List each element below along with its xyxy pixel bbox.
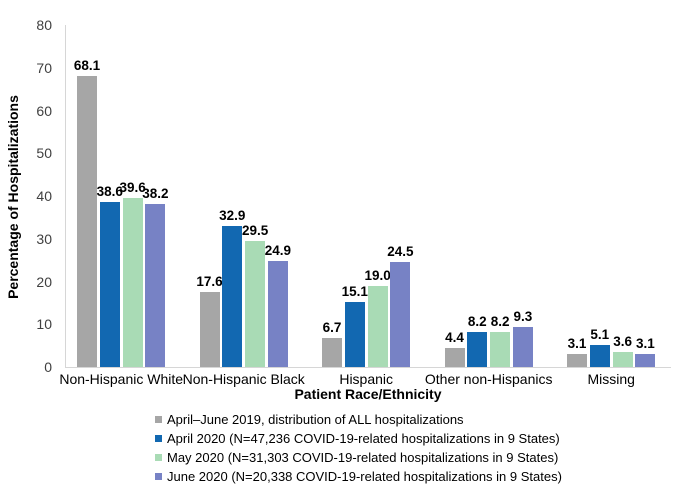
bar-value-label: 32.9 — [219, 208, 246, 224]
legend-item: April–June 2019, distribution of ALL hos… — [155, 410, 562, 429]
bar — [199, 291, 220, 367]
y-tick-label: 0 — [44, 359, 52, 375]
legend-label: May 2020 (N=31,303 COVID-19-related hosp… — [167, 450, 559, 465]
bar — [444, 348, 465, 367]
bar-value-label: 3.1 — [636, 335, 655, 351]
bar — [99, 201, 120, 367]
bar-value-label: 4.4 — [445, 330, 464, 346]
bar — [222, 226, 243, 367]
bar — [77, 75, 97, 367]
bar-value-label: 17.6 — [196, 273, 223, 289]
bar-value-label: 38.6 — [96, 183, 123, 199]
y-tick-label: 30 — [36, 230, 52, 247]
category-label: Non-Hispanic Black — [182, 371, 305, 387]
bar — [367, 285, 388, 367]
bar-value-label: 6.7 — [322, 320, 342, 336]
legend-swatch — [155, 454, 162, 461]
bar — [612, 351, 633, 367]
bar-value-label: 68.1 — [73, 57, 101, 73]
category-label: Missing — [587, 371, 635, 387]
legend-swatch — [155, 435, 162, 442]
bar — [122, 197, 143, 367]
legend-swatch — [155, 473, 162, 480]
legend-item: June 2020 (N=20,338 COVID-19-related hos… — [155, 467, 562, 485]
legend-label: April–June 2019, distribution of ALL hos… — [167, 412, 464, 427]
bar — [344, 302, 365, 367]
y-tick-label: 20 — [36, 273, 52, 290]
bar-value-label: 24.9 — [264, 242, 292, 258]
bar-value-label: 8.2 — [490, 313, 510, 329]
category-label: Hispanic — [339, 371, 394, 387]
bar-value-label: 19.0 — [364, 267, 391, 283]
bar — [512, 327, 533, 367]
y-tick-label: 70 — [36, 59, 52, 76]
y-tick-label: 50 — [36, 145, 52, 162]
y-tick-label: 10 — [36, 316, 52, 333]
bar-value-label: 8.2 — [467, 313, 487, 329]
bar — [322, 338, 342, 367]
bar — [145, 203, 166, 367]
bar — [390, 262, 411, 367]
bar-value-label: 39.6 — [119, 179, 146, 195]
y-tick-label: 80 — [36, 17, 52, 33]
x-axis-line — [65, 367, 671, 368]
y-tick-label: 60 — [36, 102, 52, 119]
bar — [467, 331, 488, 367]
bar-value-label: 24.5 — [387, 244, 414, 260]
bar — [635, 353, 656, 367]
category-label: Non-Hispanic White — [59, 371, 184, 387]
bar-value-label: 5.1 — [590, 327, 610, 343]
bar-value-label: 9.3 — [513, 309, 533, 325]
bar — [267, 260, 288, 367]
bar-value-label: 3.6 — [613, 333, 632, 349]
category-label: Other non-Hispanics — [424, 371, 553, 387]
legend: April–June 2019, distribution of ALL hos… — [155, 410, 562, 485]
bar — [589, 345, 610, 367]
bar — [245, 240, 266, 367]
bar-value-label: 29.5 — [241, 222, 269, 238]
bar-value-label: 15.1 — [341, 284, 368, 300]
legend-swatch — [155, 416, 162, 423]
bar — [490, 331, 511, 367]
bar — [567, 353, 587, 367]
legend-label: June 2020 (N=20,338 COVID-19-related hos… — [167, 469, 562, 484]
y-axis-line — [65, 25, 66, 367]
bar-value-label: 38.2 — [142, 185, 169, 201]
y-tick-label: 40 — [36, 188, 52, 204]
legend-item: April 2020 (N=47,236 COVID-19-related ho… — [155, 429, 562, 448]
x-axis-title: Patient Race/Ethnicity — [294, 386, 442, 402]
legend-label: April 2020 (N=47,236 COVID-19-related ho… — [167, 431, 560, 446]
bar-value-label: 3.1 — [567, 335, 587, 351]
legend-item: May 2020 (N=31,303 COVID-19-related hosp… — [155, 448, 562, 467]
